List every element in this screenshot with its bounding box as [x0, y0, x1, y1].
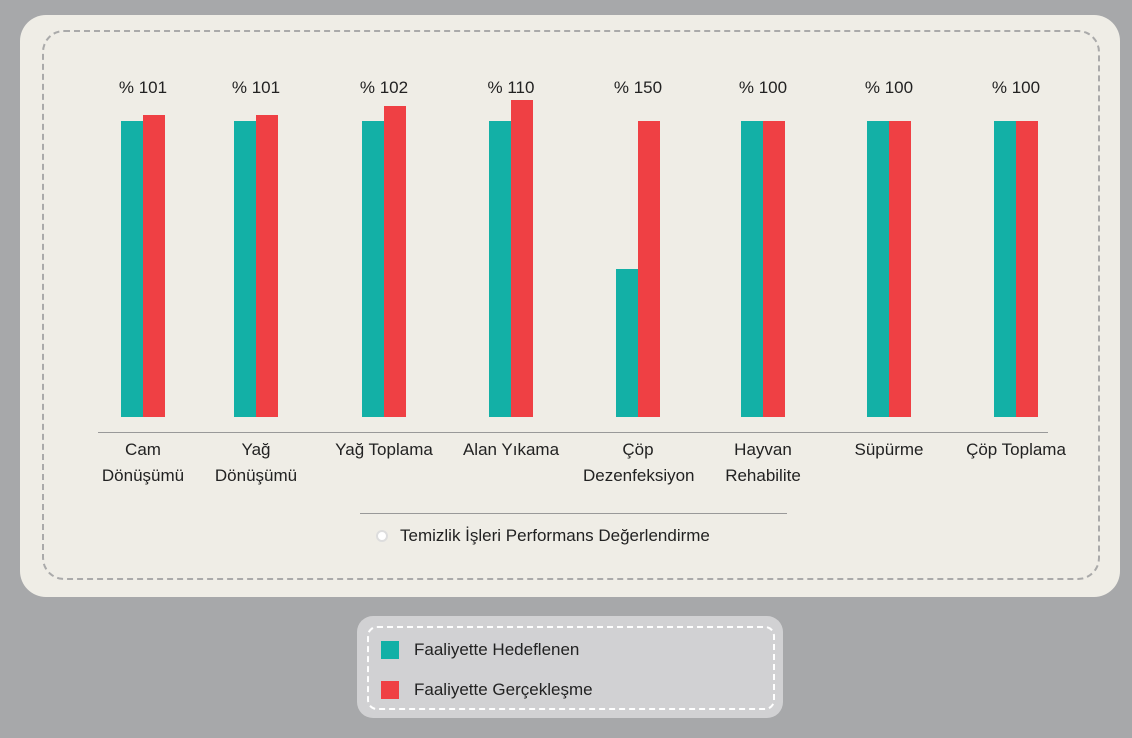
baseline [98, 432, 1048, 433]
bar [384, 105, 406, 417]
chart-panel [20, 15, 1120, 597]
annotation: % 102 [359, 78, 409, 97]
x-tick-label: Alan Yıkama [462, 440, 560, 459]
annotation: % 101 [118, 78, 168, 97]
bar [638, 120, 660, 417]
annotation: % 100 [991, 78, 1041, 97]
legend-swatch [381, 681, 399, 699]
x-tick-label: Süpürme [854, 440, 924, 459]
bar [616, 268, 638, 417]
bar [889, 120, 911, 417]
x-tick-label: Cam Dönüşümü [101, 440, 185, 485]
bar [511, 100, 533, 417]
legend [357, 616, 783, 718]
legend-border [367, 626, 775, 710]
dashed-border [42, 30, 1100, 580]
bar [994, 120, 1016, 417]
bar [362, 120, 384, 417]
annotation: % 100 [864, 78, 914, 97]
title-icon [376, 530, 388, 542]
annotation: % 150 [613, 78, 663, 97]
bar [256, 114, 278, 417]
annotation: % 100 [738, 78, 788, 97]
bar [143, 114, 165, 417]
x-tick-label: Çöp Toplama [966, 440, 1066, 459]
bar [234, 120, 256, 417]
annotation: % 110 [487, 78, 535, 97]
bar [489, 120, 511, 417]
bar [763, 120, 785, 417]
legend-label: Faaliyette Gerçekleşme [414, 680, 593, 699]
annotation: % 101 [231, 78, 281, 97]
x-tick-label: Yağ Toplama [335, 440, 433, 459]
chart-title: Temizlik İşleri Performans Değerlendirme [400, 526, 710, 545]
legend-swatch [381, 641, 399, 659]
x-tick-label: Çöp Dezenfeksiyon [583, 440, 695, 485]
title-rule [360, 513, 787, 514]
x-tick-label: Yağ Dönüşümü [214, 440, 298, 485]
bar [121, 120, 143, 417]
x-tick-label: Hayvan Rehabilite [725, 440, 801, 485]
legend-label: Faaliyette Hedeflenen [414, 640, 580, 659]
bar [1016, 120, 1038, 417]
bar [741, 120, 763, 417]
bar [867, 120, 889, 417]
